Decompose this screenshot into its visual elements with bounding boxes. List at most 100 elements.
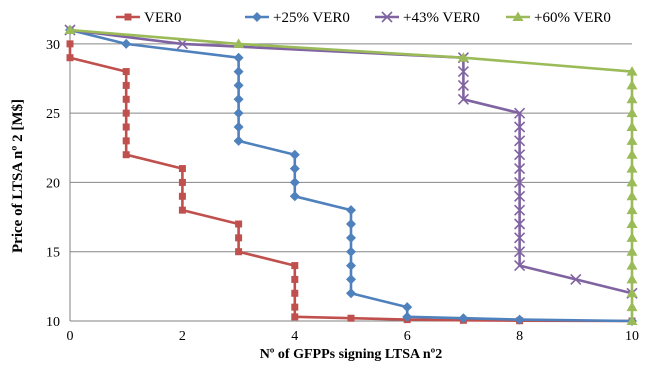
data-point xyxy=(122,137,130,145)
data-point xyxy=(124,13,132,21)
data-point xyxy=(626,163,638,173)
data-point xyxy=(121,38,132,49)
data-point xyxy=(626,260,638,270)
data-point xyxy=(514,204,526,216)
data-point xyxy=(626,66,638,76)
data-point xyxy=(626,149,638,159)
data-point xyxy=(66,54,74,62)
legend-label: +25% VER0 xyxy=(273,10,350,26)
data-point xyxy=(235,234,243,242)
x-tick-label: 0 xyxy=(67,329,74,344)
data-point xyxy=(233,38,245,48)
x-tick-label: 4 xyxy=(291,329,298,344)
series-2 xyxy=(64,24,638,299)
y-axis-title: Price of LTSA nº 2 [M$] xyxy=(10,99,26,253)
legend-label: +43% VER0 xyxy=(403,10,480,26)
data-point xyxy=(626,232,638,242)
data-point xyxy=(122,95,130,103)
data-point xyxy=(291,303,299,311)
data-point xyxy=(514,135,526,147)
data-point xyxy=(514,246,526,258)
data-point xyxy=(347,314,355,322)
data-point xyxy=(233,94,244,105)
data-point xyxy=(514,176,526,188)
legend-label: +60% VER0 xyxy=(534,10,611,26)
data-point xyxy=(514,107,526,119)
data-point xyxy=(291,289,299,297)
data-point xyxy=(346,274,356,285)
y-tick-label: 15 xyxy=(46,246,60,261)
data-point xyxy=(626,79,638,90)
data-point xyxy=(233,135,244,146)
data-point xyxy=(233,122,244,132)
data-point xyxy=(626,176,638,187)
data-point xyxy=(346,232,356,243)
data-point xyxy=(626,315,638,325)
data-point xyxy=(626,273,638,284)
series-3 xyxy=(64,24,638,325)
x-tick-label: 8 xyxy=(516,329,523,344)
legend-label: VER0 xyxy=(144,10,182,26)
x-axis-title: Nº of GFPPs signing LTSA nº2 xyxy=(260,347,443,362)
data-point xyxy=(233,52,244,63)
data-point xyxy=(122,109,130,117)
data-point xyxy=(626,204,638,215)
data-point xyxy=(122,68,130,76)
series-line xyxy=(69,28,633,295)
data-point xyxy=(457,52,469,62)
data-point xyxy=(514,149,526,161)
data-point xyxy=(512,11,524,21)
y-tick-label: 20 xyxy=(46,176,60,191)
data-point xyxy=(381,11,393,23)
data-point xyxy=(178,192,186,200)
x-tick-label: 10 xyxy=(625,329,639,344)
data-point xyxy=(626,107,638,118)
data-point xyxy=(626,287,638,298)
data-point xyxy=(457,79,469,91)
data-point xyxy=(457,66,469,78)
data-point xyxy=(514,260,526,272)
data-point xyxy=(178,165,186,173)
series-0 xyxy=(66,40,636,325)
y-tick-label: 30 xyxy=(46,38,60,53)
data-point xyxy=(626,218,638,228)
series-1 xyxy=(65,25,637,326)
data-point xyxy=(233,80,244,91)
data-point xyxy=(178,206,186,214)
data-point xyxy=(570,273,582,285)
data-point xyxy=(289,177,300,188)
data-point xyxy=(626,121,638,131)
data-point xyxy=(289,149,300,160)
y-tick-label: 10 xyxy=(46,315,60,330)
data-point xyxy=(235,248,243,256)
data-point xyxy=(122,151,130,159)
data-point xyxy=(346,246,356,257)
legend: VER0 +25% VER0 +43% VER0 +60% VER0 xyxy=(116,10,611,26)
data-point xyxy=(402,302,413,313)
x-tick-label: 6 xyxy=(404,329,411,344)
data-point xyxy=(66,40,74,48)
data-point xyxy=(514,190,526,202)
series-group xyxy=(64,24,638,326)
data-point xyxy=(514,163,526,175)
data-point xyxy=(346,288,356,299)
data-point xyxy=(346,219,356,229)
data-point xyxy=(402,311,413,322)
data-point xyxy=(514,314,525,325)
data-point xyxy=(235,220,243,228)
data-point xyxy=(458,313,469,324)
data-point xyxy=(514,121,526,133)
data-point xyxy=(346,205,356,216)
data-point xyxy=(122,81,130,89)
data-point xyxy=(178,178,186,186)
data-point xyxy=(252,12,262,22)
x-tick-label: 2 xyxy=(179,329,186,344)
data-point xyxy=(626,246,638,256)
data-point xyxy=(233,108,244,119)
data-point xyxy=(64,24,76,34)
data-point xyxy=(289,163,300,174)
data-point xyxy=(346,260,356,271)
data-point xyxy=(626,301,638,312)
data-point xyxy=(626,190,638,201)
